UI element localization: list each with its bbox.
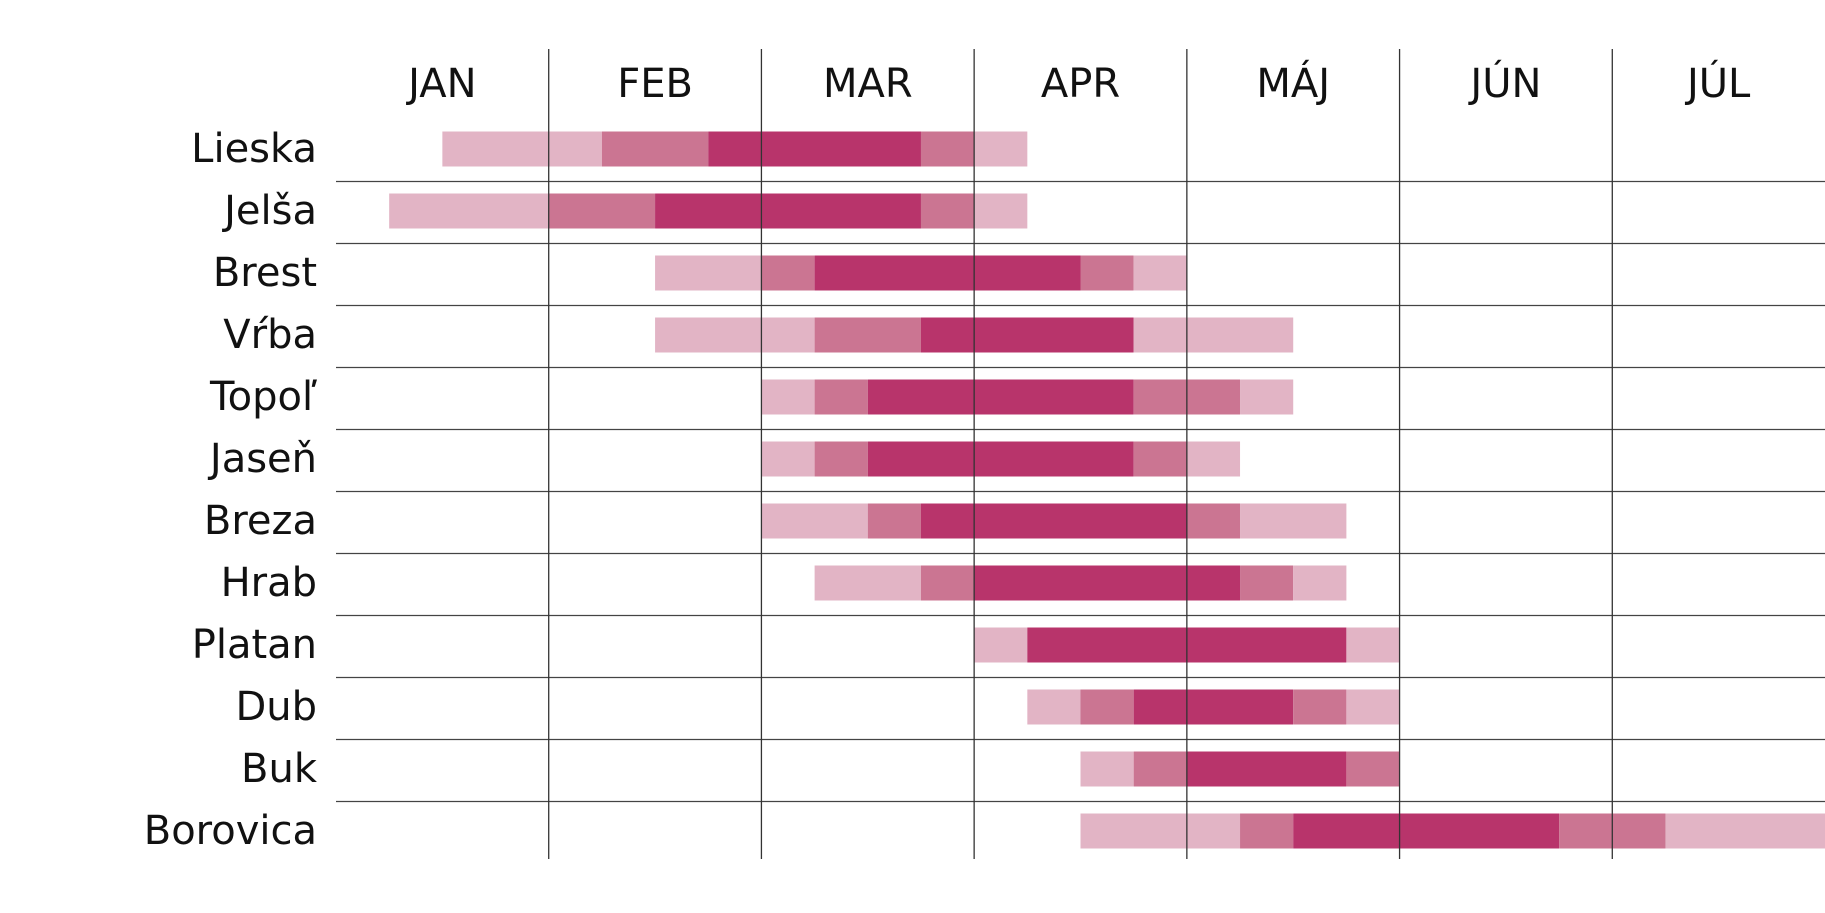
season-bar <box>814 255 1081 291</box>
season-bar <box>920 565 975 601</box>
season-bar <box>920 131 975 167</box>
season-bar <box>1133 441 1187 477</box>
month-label: MÁJ <box>1256 59 1330 107</box>
season-bar <box>867 379 1134 415</box>
season-bar <box>1133 751 1187 787</box>
season-bar <box>867 441 1134 477</box>
season-bar <box>1240 813 1294 849</box>
row-label: Jaseň <box>207 436 317 482</box>
season-bar <box>867 503 921 539</box>
season-bar <box>1665 813 1825 849</box>
season-bar <box>1080 255 1134 291</box>
season-bar <box>655 255 762 291</box>
season-bar <box>655 193 921 229</box>
season-bar <box>389 193 549 229</box>
season-bar <box>1080 751 1134 787</box>
season-bar <box>548 193 656 229</box>
season-bar <box>601 131 709 167</box>
season-bar <box>1186 503 1241 539</box>
season-bar <box>1080 689 1134 725</box>
season-bar <box>442 131 602 167</box>
season-bar <box>1133 317 1294 353</box>
season-bar <box>974 131 1028 167</box>
season-bar <box>655 317 815 353</box>
season-bar <box>1080 813 1241 849</box>
month-label: JÚL <box>1684 59 1751 107</box>
row-label: Borovica <box>144 808 317 854</box>
season-bar <box>761 379 815 415</box>
month-label: JÚN <box>1467 59 1541 107</box>
season-bar <box>1293 565 1347 601</box>
month-label: JAN <box>405 61 476 107</box>
season-bar <box>761 441 815 477</box>
season-bar <box>1346 751 1400 787</box>
month-label: MAR <box>823 61 913 107</box>
season-bar <box>920 503 1187 539</box>
season-bar <box>1293 689 1347 725</box>
season-bar <box>974 627 1028 663</box>
row-label: Topoľ <box>209 374 317 420</box>
row-label: Dub <box>235 684 317 730</box>
row-label: Brest <box>213 250 317 296</box>
season-bar <box>920 317 1134 353</box>
season-bar <box>761 503 868 539</box>
season-bar <box>814 441 868 477</box>
season-bar <box>761 255 815 291</box>
season-bar <box>1346 689 1400 725</box>
season-bar <box>814 379 868 415</box>
season-bar <box>1186 441 1241 477</box>
season-bar <box>1346 627 1400 663</box>
season-bar <box>920 193 975 229</box>
season-bar <box>1240 503 1347 539</box>
season-bar <box>1186 751 1347 787</box>
season-bar <box>1027 689 1081 725</box>
row-label: Lieska <box>191 126 317 172</box>
season-bar <box>974 565 1241 601</box>
season-bar <box>708 131 921 167</box>
season-bar <box>974 193 1028 229</box>
month-label: FEB <box>617 61 693 107</box>
month-label: APR <box>1041 61 1120 107</box>
season-bar <box>1133 689 1294 725</box>
row-label: Hrab <box>221 560 317 606</box>
season-bar <box>1240 379 1294 415</box>
season-bar <box>1293 813 1560 849</box>
season-bar <box>814 317 921 353</box>
row-label: Platan <box>192 622 317 668</box>
season-bar <box>1133 255 1187 291</box>
season-bar <box>814 565 921 601</box>
season-bar <box>1240 565 1294 601</box>
row-label: Breza <box>204 498 317 544</box>
row-label: Jelša <box>221 188 317 234</box>
row-label: Vŕba <box>223 312 317 358</box>
row-label: Buk <box>241 746 318 792</box>
